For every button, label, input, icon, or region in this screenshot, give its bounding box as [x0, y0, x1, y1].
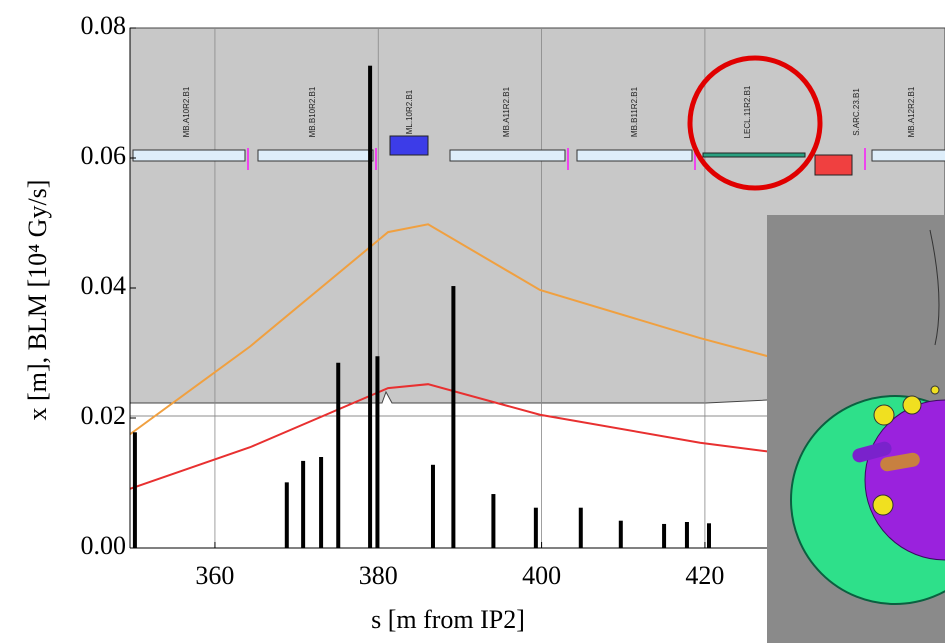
element-label: MB.B11R2.B1	[630, 86, 639, 137]
element-label: LECL.11R2.B1	[743, 85, 752, 138]
bar	[707, 523, 711, 548]
pin	[931, 386, 939, 394]
bar	[375, 356, 379, 548]
bar	[451, 286, 455, 548]
bar	[336, 363, 340, 548]
element-label: S.ARC.23.B1	[852, 88, 861, 136]
y-tick-label: 0.06	[81, 141, 127, 170]
magnet	[872, 150, 945, 161]
bar	[301, 461, 305, 548]
bar	[319, 457, 323, 548]
magnet	[815, 155, 852, 175]
bar	[662, 524, 666, 548]
x-tick-label: 380	[359, 561, 398, 590]
y-tick-label: 0.02	[81, 401, 127, 430]
bar	[285, 482, 289, 548]
magnet	[577, 150, 692, 161]
bar	[619, 521, 623, 548]
bar	[431, 465, 435, 548]
x-tick-label: 360	[195, 561, 234, 590]
magnet	[133, 150, 245, 161]
bar	[368, 66, 372, 548]
magnet	[390, 136, 428, 155]
element-label: MB.B10R2.B1	[308, 86, 317, 137]
magnet	[703, 153, 805, 157]
x-tick-label: 420	[685, 561, 724, 590]
bar	[579, 508, 583, 548]
inset-render	[767, 215, 945, 643]
bar	[534, 508, 538, 548]
magnet	[450, 150, 565, 161]
bar	[133, 432, 137, 548]
x-tick-label: 400	[522, 561, 561, 590]
y-axis-label: x [m], BLM [10⁴ Gy/s]	[23, 180, 52, 421]
pin	[873, 495, 893, 515]
y-tick-label: 0.04	[81, 271, 127, 300]
y-tick-label: 0.08	[81, 11, 127, 40]
y-tick-label: 0.00	[81, 531, 127, 560]
element-label: MB.A11R2.B1	[502, 86, 511, 137]
element-label: ML.10R2.B1	[405, 89, 414, 134]
chart: MB.A10R2.B1 MB.B10R2.B1 ML.10R2.B1 MB.A11R2…	[0, 0, 945, 643]
element-label: MB.A12R2.B1	[907, 86, 916, 137]
bar	[685, 522, 689, 548]
pin	[903, 396, 921, 414]
bar	[491, 494, 495, 548]
element-label: MB.A10R2.B1	[182, 86, 191, 137]
magnet	[258, 150, 373, 161]
pin	[874, 405, 894, 425]
x-axis-label: s [m from IP2]	[371, 605, 525, 634]
